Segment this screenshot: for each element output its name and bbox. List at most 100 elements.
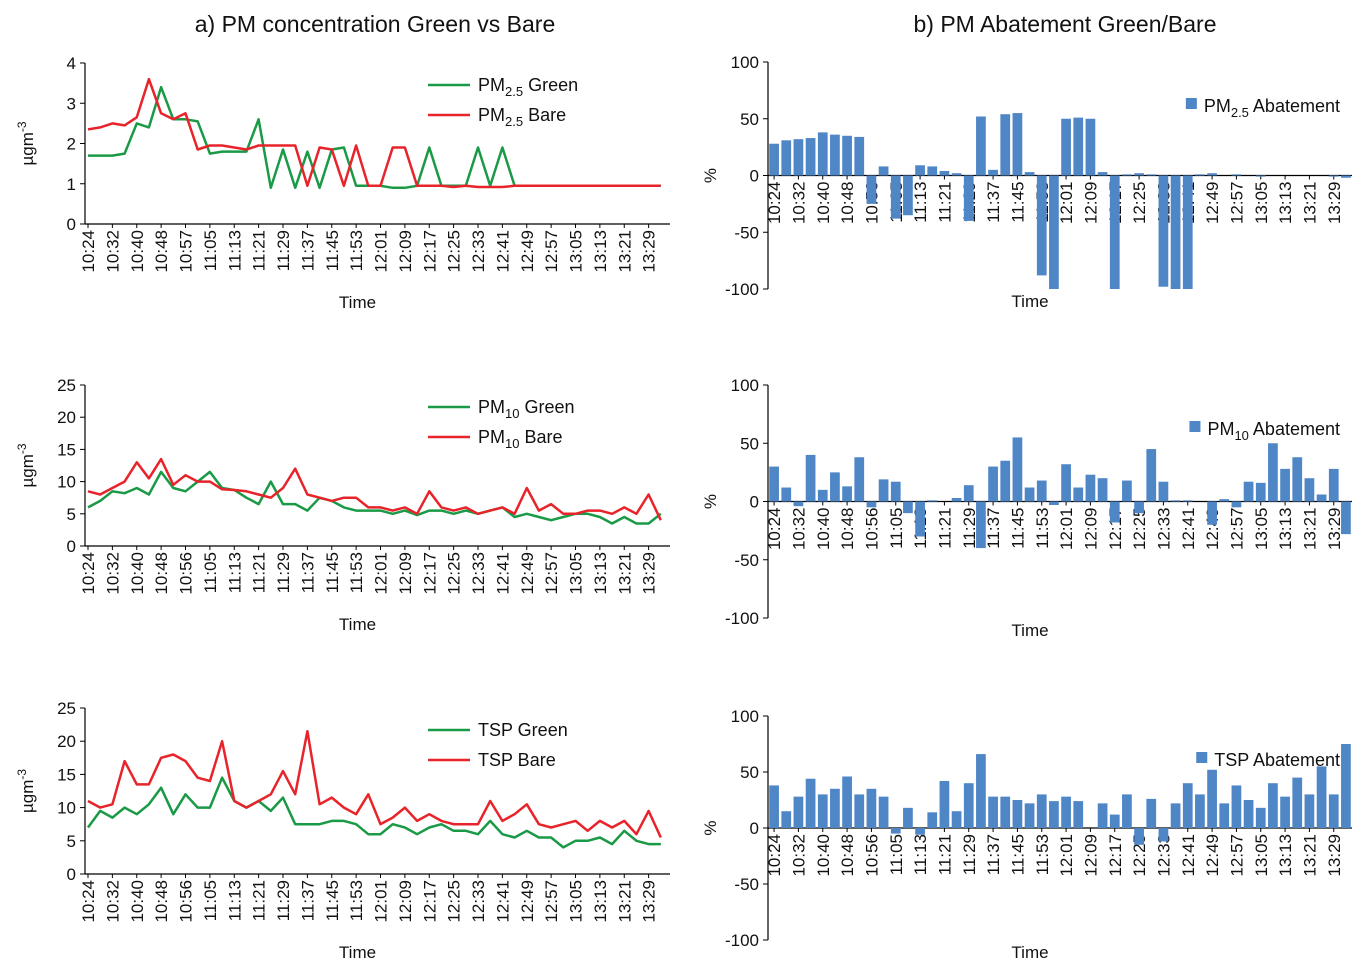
bar xyxy=(1268,783,1278,828)
x-axis-title: Time xyxy=(339,615,376,634)
y-tick-label: 0 xyxy=(67,215,76,234)
bar xyxy=(1182,500,1193,502)
x-tick-label: 11:29 xyxy=(960,508,979,549)
bar xyxy=(1073,801,1084,828)
bar xyxy=(890,175,901,219)
bar xyxy=(866,501,877,508)
x-tick-label: 12:41 xyxy=(493,230,512,273)
x-tick-label: 12:41 xyxy=(493,552,512,595)
bar xyxy=(793,139,804,176)
x-tick-label: 12:01 xyxy=(1057,834,1076,877)
x-tick-label: 11:05 xyxy=(887,508,906,549)
x-tick-label: 10:48 xyxy=(152,552,171,595)
x-tick-label: 11:53 xyxy=(347,552,366,593)
x-tick-label: 10:24 xyxy=(765,834,784,877)
x-tick-label: 11:37 xyxy=(984,834,1003,875)
bar xyxy=(988,169,998,176)
bar xyxy=(781,811,792,828)
x-tick-label: 12:01 xyxy=(1057,182,1076,225)
x-tick-label: 11:13 xyxy=(911,834,930,875)
bar xyxy=(1024,803,1035,828)
bar xyxy=(1280,468,1290,502)
x-tick-label: 13:13 xyxy=(591,880,610,923)
bar xyxy=(903,501,913,514)
x-tick-label: 11:05 xyxy=(201,880,220,921)
data-line xyxy=(86,776,661,849)
x-tick-label: 13:05 xyxy=(567,552,586,595)
x-tick-label: 11:45 xyxy=(1008,508,1027,549)
bar xyxy=(1073,487,1084,502)
bar xyxy=(781,140,792,176)
bar xyxy=(1268,443,1278,502)
x-tick-label: 13:21 xyxy=(1300,834,1319,877)
x-tick-label: 13:21 xyxy=(1300,508,1319,551)
x-axis-title: Time xyxy=(1011,292,1048,311)
bar xyxy=(1109,501,1120,523)
y-tick-label: 25 xyxy=(57,376,76,395)
bar xyxy=(1304,794,1315,828)
x-tick-label: 10:40 xyxy=(814,182,833,225)
x-tick-label: 12:41 xyxy=(1179,834,1198,877)
bar xyxy=(769,143,779,176)
bar xyxy=(1061,796,1071,828)
bar xyxy=(1109,175,1120,289)
bar xyxy=(1122,794,1132,828)
bar xyxy=(1122,174,1132,176)
bar xyxy=(1134,501,1144,514)
legend-swatch xyxy=(1185,98,1197,109)
bar xyxy=(915,828,925,835)
bar xyxy=(1341,175,1351,178)
y-axis-title: µgm-3 xyxy=(15,443,37,487)
bar xyxy=(1316,494,1327,502)
bar xyxy=(1049,801,1059,828)
bar xyxy=(988,796,998,828)
bar xyxy=(976,116,986,176)
x-tick-label: 11:21 xyxy=(935,508,954,549)
bar xyxy=(1012,800,1023,828)
y-tick-label: 50 xyxy=(740,763,759,782)
bar xyxy=(1182,783,1193,828)
y-tick-label: 20 xyxy=(57,732,76,751)
y-axis-title: % xyxy=(701,168,720,183)
bar xyxy=(1207,769,1217,828)
x-tick-label: 13:29 xyxy=(640,230,659,273)
bar xyxy=(951,811,962,828)
x-tick-label: 11:45 xyxy=(323,552,342,593)
x-tick-label: 11:29 xyxy=(274,552,293,593)
x-tick-label: 10:32 xyxy=(103,552,122,595)
bar xyxy=(939,170,950,176)
x-tick-label: 10:57 xyxy=(177,230,196,273)
y-axis-title: % xyxy=(701,494,720,509)
x-tick-label: 10:32 xyxy=(103,230,122,273)
legend-label: PM10 Green xyxy=(478,397,575,421)
x-tick-label: 11:05 xyxy=(201,552,220,593)
x-tick-label: 11:21 xyxy=(935,834,954,875)
x-tick-label: 12:33 xyxy=(469,880,488,923)
bar xyxy=(793,501,804,507)
x-tick-label: 11:53 xyxy=(347,230,366,271)
bar xyxy=(1280,796,1290,828)
x-axis-title: Time xyxy=(1011,621,1048,640)
y-tick-label: 3 xyxy=(67,94,76,113)
legend-label: TSP Bare xyxy=(478,750,556,770)
legend-label: PM10 Abatement xyxy=(1207,419,1340,443)
bar xyxy=(976,501,986,549)
bar xyxy=(854,794,865,828)
data-line xyxy=(88,85,661,190)
bar xyxy=(1341,501,1351,535)
x-tick-label: 12:33 xyxy=(1154,834,1173,877)
x-tick-label: 10:24 xyxy=(79,880,98,923)
y-tick-label: -100 xyxy=(725,609,759,628)
x-tick-label: 10:32 xyxy=(789,508,808,551)
x-tick-label: 13:13 xyxy=(591,552,610,595)
y-tick-label: 10 xyxy=(57,473,76,492)
x-tick-label: 11:13 xyxy=(225,880,244,921)
bar xyxy=(1195,174,1205,176)
y-tick-label: 25 xyxy=(57,699,76,718)
bar xyxy=(817,489,828,502)
x-tick-label: 10:40 xyxy=(128,880,147,923)
x-tick-label: 12:57 xyxy=(542,230,561,273)
x-axis-title: Time xyxy=(1011,943,1048,962)
bar xyxy=(1219,499,1230,502)
x-tick-label: 11:13 xyxy=(225,230,244,271)
